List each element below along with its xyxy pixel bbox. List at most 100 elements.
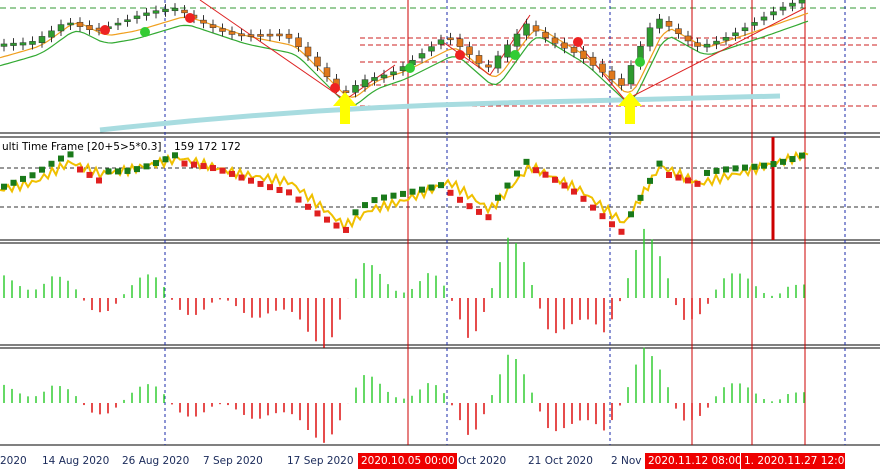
candle: [732, 32, 739, 37]
signal-arrow: [333, 92, 357, 124]
indicator-dot: [770, 161, 777, 168]
candle: [238, 33, 245, 37]
time-marker-box: [645, 453, 740, 469]
indicator-dot: [305, 203, 311, 210]
indicator-dot: [115, 168, 121, 175]
indicator-dot: [295, 196, 302, 203]
candle: [428, 46, 435, 52]
indicator-dot: [333, 222, 340, 229]
candle: [19, 42, 27, 46]
candle: [162, 8, 169, 13]
candle: [437, 39, 445, 45]
candle: [627, 65, 635, 85]
indicator-dot: [200, 163, 207, 170]
x-tick-label: 7 Sep 2020: [203, 455, 263, 467]
signal-dot: [330, 83, 340, 93]
candle: [760, 16, 768, 21]
candle: [304, 46, 312, 57]
indicator-dot: [732, 165, 739, 172]
candle: [143, 12, 150, 16]
moving-average: [0, 12, 809, 98]
time-marker-box: [741, 453, 845, 469]
indicator-dot: [286, 189, 292, 196]
candle: [646, 27, 654, 47]
candle: [570, 46, 578, 53]
candle: [390, 71, 397, 75]
candle: [665, 21, 673, 27]
indicator-dot: [153, 160, 159, 167]
indicator-dot: [428, 184, 435, 191]
indicator-dot: [780, 158, 786, 165]
candle: [314, 56, 321, 67]
indicator-dot: [181, 160, 188, 167]
candle: [741, 27, 749, 32]
candle: [751, 22, 758, 26]
indicator-dot: [713, 167, 720, 174]
indicator-dot: [751, 163, 758, 170]
indicator-dot: [10, 179, 17, 186]
time-marker-label: 1. 2020.11.27 12:00: [744, 455, 851, 467]
indicator-dot: [67, 151, 74, 158]
indicator-dot: [685, 177, 691, 184]
candle: [219, 28, 226, 32]
indicator-dot: [761, 162, 767, 169]
candle: [523, 23, 530, 36]
indicator-dot: [580, 195, 587, 202]
candle: [276, 33, 283, 37]
indicator-dot: [362, 202, 368, 209]
indicator-dot: [390, 192, 397, 199]
zigzag: [199, 0, 346, 101]
candle: [57, 24, 65, 32]
candle: [608, 70, 616, 80]
candle: [589, 56, 597, 66]
candle: [561, 42, 568, 49]
indicator-dot: [105, 168, 112, 175]
x-tick-label: Oct 2020: [458, 455, 506, 467]
candle: [532, 25, 540, 32]
indicator-dot: [571, 188, 577, 195]
indicator-dot: [542, 171, 549, 178]
candle: [247, 34, 255, 37]
indicator-dot: [618, 228, 625, 235]
signal-dot: [635, 57, 645, 67]
candle: [513, 33, 521, 47]
candle: [504, 44, 511, 58]
indicator-dot: [438, 182, 444, 189]
signal-dot: [510, 50, 520, 60]
candle: [466, 46, 473, 55]
candle: [494, 55, 502, 69]
signal-dot: [100, 25, 110, 35]
indicator-dot: [58, 155, 64, 162]
candle: [542, 31, 549, 38]
candle: [38, 36, 46, 43]
candle: [295, 37, 302, 48]
indicator-dot: [590, 204, 596, 211]
indicator-dot: [371, 197, 378, 204]
indicator-dot: [86, 171, 93, 178]
candle: [152, 10, 160, 14]
candle: [371, 77, 378, 81]
indicator-dot: [504, 182, 511, 189]
candle: [618, 78, 625, 86]
candle: [228, 31, 236, 35]
x-tick-label: 2 Nov: [611, 455, 642, 467]
indicator-dot: [523, 158, 530, 165]
candle: [76, 21, 84, 27]
indicator-dot: [628, 211, 634, 218]
indicator-dot: [561, 182, 568, 189]
x-tick-label: 17 Sep 2020: [287, 455, 354, 467]
indicator-dot: [77, 166, 83, 173]
indicator-dot: [143, 163, 150, 170]
candle: [352, 85, 359, 93]
indicator-dot: [694, 180, 701, 187]
time-marker-label: 2020.11.12 08:00: [648, 455, 742, 467]
indicator-dot: [381, 194, 387, 201]
candle: [200, 19, 207, 24]
indicator-dot: [409, 188, 416, 195]
candle: [694, 42, 701, 47]
indicator-dot: [238, 174, 245, 181]
indicator-dot: [476, 208, 482, 215]
